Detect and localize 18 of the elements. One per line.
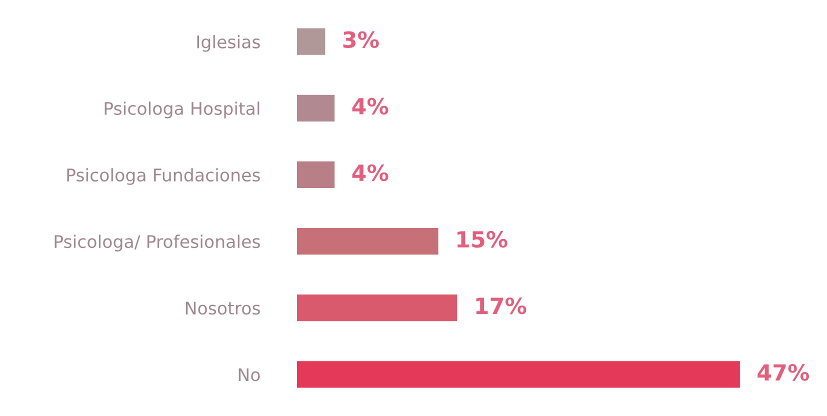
y-tick-label: Psicologa Hospital — [104, 102, 260, 118]
y-tick-label: Iglesias — [197, 35, 260, 52]
bar — [296, 161, 335, 188]
data-label: 4% — [352, 98, 388, 115]
bar — [296, 94, 335, 122]
data-label: 3% — [343, 31, 379, 48]
bar — [296, 228, 438, 255]
bar — [296, 28, 326, 55]
data-label: 47% — [758, 364, 810, 381]
y-tick-label: Psicologa Fundaciones — [67, 168, 260, 185]
data-label: 17% — [476, 297, 526, 314]
bar — [296, 294, 458, 322]
bar — [296, 361, 740, 388]
y-tick-label: Psicologa/ Profesionales — [54, 234, 260, 252]
y-tick-label: Nosotros — [186, 302, 260, 315]
y-tick-label: No — [238, 368, 260, 382]
data-label: 4% — [352, 164, 388, 182]
data-label: 15% — [457, 230, 508, 248]
